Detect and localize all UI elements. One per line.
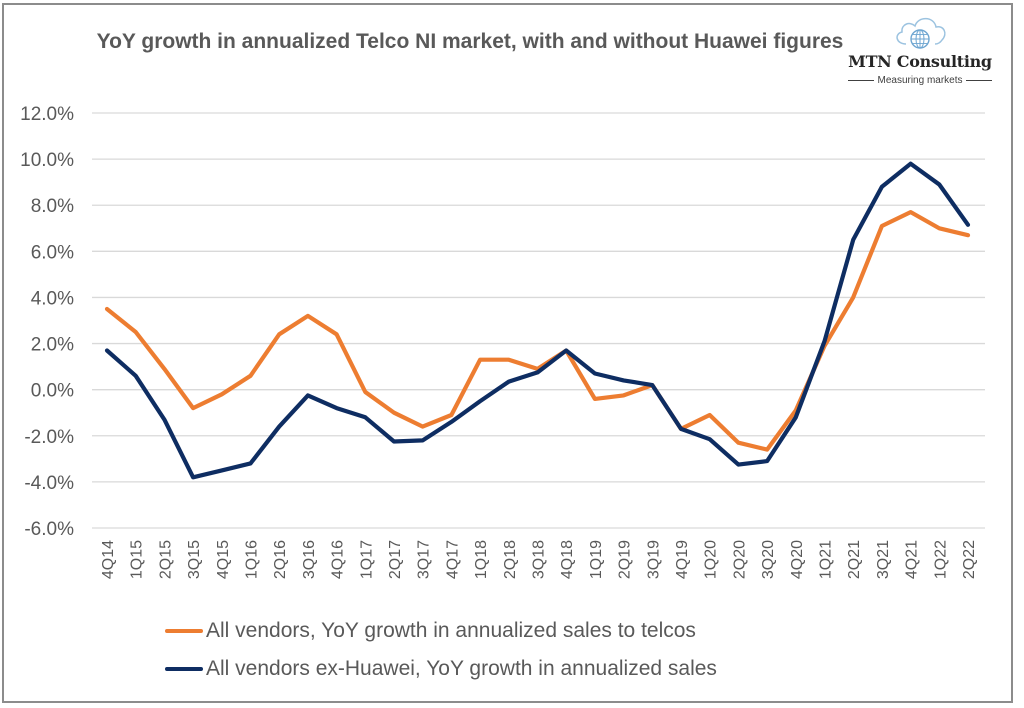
legend-label: All vendors ex-Huawei, YoY growth in ann… bbox=[206, 657, 717, 680]
x-tick-label: 4Q14 bbox=[100, 540, 117, 579]
chart-frame bbox=[2, 3, 1013, 703]
cloud-globe-icon bbox=[896, 17, 946, 49]
x-tick-label: 2Q22 bbox=[961, 540, 978, 579]
legend: All vendors, YoY growth in annualized sa… bbox=[165, 612, 717, 688]
y-tick-label: 10.0% bbox=[20, 150, 74, 171]
x-tick-label: 4Q20 bbox=[789, 540, 806, 579]
logo-tagline: Measuring markets bbox=[840, 75, 1000, 86]
x-tick-label: 4Q19 bbox=[674, 540, 691, 579]
x-tick-label: 3Q15 bbox=[186, 540, 203, 579]
x-tick-label: 1Q20 bbox=[703, 540, 720, 579]
x-tick-label: 1Q22 bbox=[932, 540, 949, 579]
x-tick-label: 3Q21 bbox=[875, 540, 892, 579]
legend-swatch-navy bbox=[165, 667, 203, 671]
x-tick-label: 1Q15 bbox=[129, 540, 146, 579]
y-tick-label: 6.0% bbox=[31, 242, 74, 263]
y-tick-label: 4.0% bbox=[31, 288, 74, 309]
x-tick-label: 1Q21 bbox=[818, 540, 835, 579]
x-tick-label: 4Q17 bbox=[444, 540, 461, 579]
x-tick-label: 4Q21 bbox=[904, 540, 921, 579]
x-tick-label: 4Q18 bbox=[559, 540, 576, 579]
y-tick-label: 12.0% bbox=[20, 104, 74, 125]
x-tick-label: 1Q16 bbox=[244, 540, 261, 579]
x-tick-label: 1Q19 bbox=[588, 540, 605, 579]
series-line-all-vendors bbox=[104, 210, 971, 452]
logo: MTN Consulting Measuring markets bbox=[840, 10, 1000, 90]
y-axis-ticks: 12.0% 10.0% 8.0% 6.0% 4.0% 2.0% 0.0% -2.0% -4.0%… bbox=[20, 104, 74, 540]
y-tick-label: -2.0% bbox=[24, 427, 74, 448]
x-tick-label: 2Q15 bbox=[157, 540, 174, 579]
x-tick-label: 2Q16 bbox=[272, 540, 289, 579]
x-tick-label: 2Q21 bbox=[846, 540, 863, 579]
x-tick-label: 1Q17 bbox=[358, 540, 375, 579]
legend-item-all-vendors: All vendors, YoY growth in annualized sa… bbox=[165, 612, 717, 650]
y-tick-label: -4.0% bbox=[24, 473, 74, 494]
legend-label: All vendors, YoY growth in annualized sa… bbox=[206, 619, 696, 642]
x-tick-label: 2Q18 bbox=[502, 540, 519, 579]
chart-title: YoY growth in annualized Telco NI market… bbox=[96, 30, 844, 53]
x-tick-label: 3Q17 bbox=[416, 540, 433, 579]
x-tick-label: 4Q16 bbox=[330, 540, 347, 579]
legend-item-ex-huawei: All vendors ex-Huawei, YoY growth in ann… bbox=[165, 650, 717, 688]
x-tick-label: 2Q20 bbox=[731, 540, 748, 579]
x-tick-label: 4Q15 bbox=[215, 540, 232, 579]
y-tick-label: 2.0% bbox=[31, 335, 74, 356]
x-tick-label: 3Q18 bbox=[531, 540, 548, 579]
x-tick-label: 1Q18 bbox=[473, 540, 490, 579]
x-tick-label: 3Q16 bbox=[301, 540, 318, 579]
x-tick-label: 3Q20 bbox=[760, 540, 777, 579]
x-axis-ticks: 4Q14 1Q15 2Q15 3Q15 4Q15 1Q16 2Q16 3Q16 4Q16 1Q17… bbox=[100, 540, 978, 579]
logo-name: MTN Consulting bbox=[848, 52, 992, 71]
y-tick-label: 8.0% bbox=[31, 196, 74, 217]
series-lines bbox=[104, 161, 971, 480]
x-tick-label: 2Q17 bbox=[387, 540, 404, 579]
x-tick-label: 2Q19 bbox=[617, 540, 634, 579]
y-tick-label: -6.0% bbox=[24, 519, 74, 540]
logo-tagline-text: Measuring markets bbox=[877, 75, 963, 86]
x-tick-label: 3Q19 bbox=[645, 540, 662, 579]
gridlines bbox=[92, 112, 985, 529]
y-tick-label: 0.0% bbox=[31, 381, 74, 402]
legend-swatch-orange bbox=[165, 629, 203, 633]
